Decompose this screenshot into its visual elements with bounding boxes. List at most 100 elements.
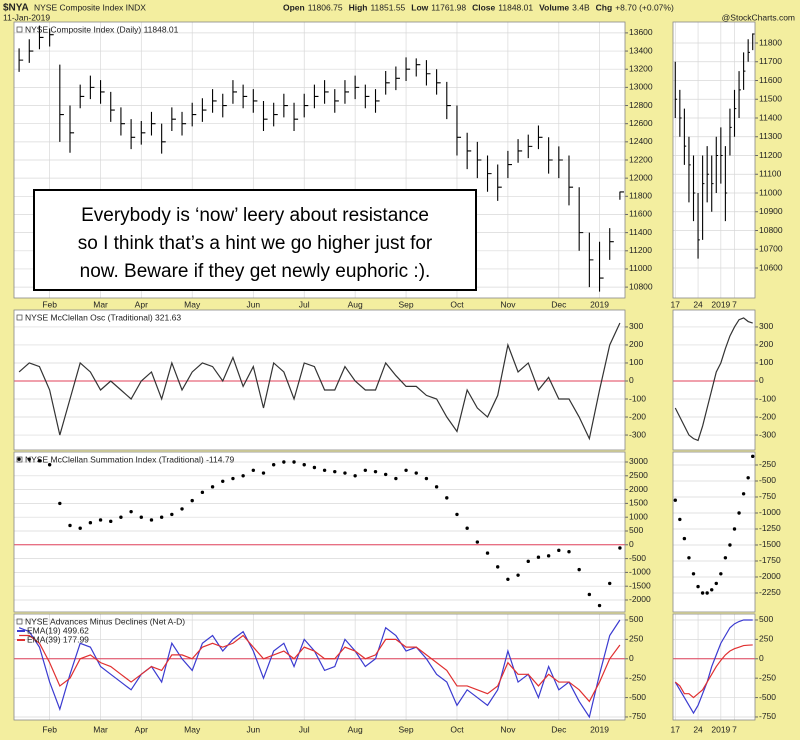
price-bar [517,139,523,163]
dot [678,517,682,522]
y-tick-label: 12600 [629,118,653,128]
series-line [674,317,753,442]
y-tick-label: -300 [759,429,776,439]
dot [705,591,709,595]
price-bar [425,60,431,86]
dot [322,468,327,472]
price-bar [558,146,563,179]
y-tick-label: 100 [629,357,643,367]
legend-label: EMA(19) 499.62 [27,625,89,635]
price-bar [598,241,604,292]
y-tick-label: 13000 [629,82,653,92]
dot [27,457,31,461]
y-tick-label: 11600 [759,75,782,85]
x-tick-label: Jul [299,724,310,734]
date: 11-Jan-2019 [3,12,50,22]
series-line [674,619,753,715]
y-tick-label: -500 [629,553,646,563]
series-line [19,634,621,703]
plot-area [14,614,625,720]
dot [404,468,408,472]
price-bar [752,33,755,51]
y-tick-label: -750 [629,711,646,721]
y-tick-label: -250 [759,459,776,469]
y-tick-label: 11000 [759,187,782,197]
dot [746,476,750,480]
plot-border [672,613,756,721]
dot [434,485,439,489]
panel: 300 200 100 0 -100 -200 -300 NYSE McClellan Osc… [13,309,646,451]
annotation-box [33,189,477,291]
x-tick-label: Feb [42,724,57,734]
y-tick-label: 0 [759,375,764,385]
dot [445,496,449,500]
plot-area [14,452,625,612]
price-bar [609,228,614,260]
dot [261,471,266,475]
y-tick-label: -750 [759,711,776,721]
plot-area [14,310,625,450]
dot [741,492,746,496]
y-tick-label: 0 [629,653,634,663]
price-bar [674,61,678,118]
x-tick-label: May [184,724,201,734]
x-tick-label: 17 [671,299,681,309]
plot-area [673,452,755,612]
price-bar [692,155,696,222]
price-bar [743,52,746,90]
price-bar [507,150,512,179]
price-bar [374,89,380,113]
price-bar [18,48,24,72]
price-bar [527,134,533,159]
dot [587,592,592,597]
y-tick-label: 13400 [629,45,653,55]
price-bar [354,75,360,100]
x-tick-label: May [184,299,201,309]
price-bar [415,58,421,77]
price-bar [28,39,34,63]
x-tick-label: 7 [732,724,737,734]
dot [506,577,510,581]
dot [496,565,500,569]
annotation: Everybody is ‘now’ leery about resistanc… [33,189,477,291]
dot [88,521,93,525]
dot [190,498,194,503]
y-tick-label: -2000 [759,571,781,581]
price-bar [242,84,248,109]
dot [221,479,225,484]
y-tick-label: 11700 [759,56,782,66]
price-bar [405,57,411,82]
y-tick-label: 2000 [629,484,648,494]
y-tick-label: 200 [629,339,643,349]
panel: 3000 2500 2000 1500 1000 500 0 -500 -1000 -1500 -2… [13,451,651,613]
price-bar [232,80,238,104]
price-bar [729,108,732,156]
price-bar [724,146,728,222]
y-tick-label: 11000 [629,263,652,273]
title-icon [16,456,23,463]
price-bar [456,105,462,156]
x-tick-label: Oct [450,724,464,734]
panel: 10600 10700 10800 10900 11000 11100 11200 11300… [671,21,783,309]
dot [557,548,561,553]
annotation-line: Everybody is ‘now’ leery about resistanc… [81,205,429,226]
quote-value: +8.70 (+0.07%) [615,2,674,12]
dot [424,476,429,481]
dot [200,490,205,495]
y-tick-label: 0 [759,653,764,663]
index-name: NYSE Composite Index INDX [34,2,146,12]
quote-label: Low [411,2,428,12]
y-tick-label: 12800 [629,100,653,110]
y-tick-label: 11800 [629,191,652,201]
price-bar [720,127,723,184]
y-tick-label: -500 [759,475,776,485]
price-bar [679,89,682,137]
dot [251,468,256,472]
price-bar [181,111,187,136]
price-bar [497,164,502,201]
dot [373,469,378,474]
dot [363,468,368,472]
y-tick-label: 11400 [629,227,652,237]
price-bar [688,136,691,203]
quote-label: High [349,2,368,12]
